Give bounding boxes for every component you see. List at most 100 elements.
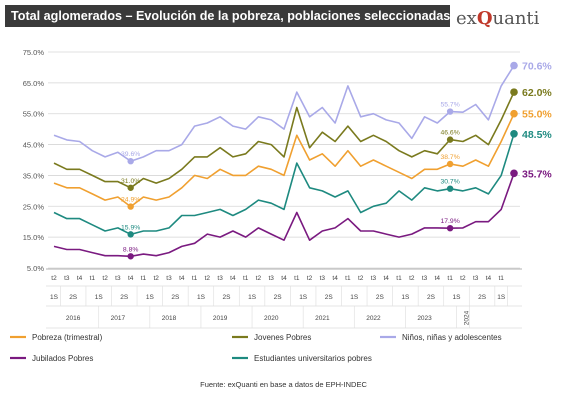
legend-label: Pobreza (trimestral) xyxy=(32,333,103,342)
data-label: 46.6% xyxy=(440,130,459,137)
data-label: 38.7% xyxy=(440,154,459,161)
end-point-marker xyxy=(510,169,518,178)
x-tick-year: 2023 xyxy=(417,315,432,322)
x-tick-quarter: t3 xyxy=(371,275,377,282)
x-tick-quarter: t2 xyxy=(102,275,108,282)
x-tick-quarter: t1 xyxy=(345,275,351,282)
legend-label: Jubilados Pobres xyxy=(32,354,93,363)
legend-label: Niños, niñas y adolescentes xyxy=(402,333,502,342)
end-value-label: 62.0% xyxy=(522,87,552,99)
x-tick-quarter: t4 xyxy=(77,275,83,282)
x-tick-semester: 2S xyxy=(171,294,180,301)
x-tick-quarter: t2 xyxy=(205,275,211,282)
data-point-marker xyxy=(127,203,134,210)
y-tick-label: 65.0% xyxy=(23,79,45,88)
x-tick-semester: 1S xyxy=(146,294,155,301)
x-tick-quarter: t4 xyxy=(128,275,134,282)
x-tick-quarter: t3 xyxy=(269,275,275,282)
x-tick-semester: 1S xyxy=(248,294,257,301)
legend-label: Jovenes Pobres xyxy=(254,333,311,342)
data-point-marker xyxy=(127,231,134,238)
x-tick-semester: 1S xyxy=(401,294,410,301)
end-value-label: 55.0% xyxy=(522,109,552,121)
data-label: 31.0% xyxy=(121,178,140,185)
y-tick-label: 75.0% xyxy=(23,48,45,57)
x-tick-quarter: t4 xyxy=(230,275,236,282)
x-tick-quarter: t3 xyxy=(115,275,121,282)
data-point-marker xyxy=(127,253,134,260)
x-tick-semester: 1S xyxy=(197,294,206,301)
x-tick-quarter: t3 xyxy=(64,275,70,282)
x-tick-semester: 1S xyxy=(50,294,59,301)
source-note: Fuente: exQuanti en base a datos de EPH-… xyxy=(200,380,367,389)
data-point-marker xyxy=(127,184,134,191)
logo-prefix: ex xyxy=(456,8,477,29)
x-tick-semester: 2S xyxy=(478,294,487,301)
x-tick-quarter: t2 xyxy=(154,275,160,282)
x-tick-year: 2020 xyxy=(264,315,279,322)
x-tick-year: 2024 xyxy=(464,310,471,325)
data-point-marker xyxy=(446,185,454,192)
end-point-marker xyxy=(510,61,518,70)
x-tick-quarter: t2 xyxy=(460,275,466,282)
y-tick-label: 55.0% xyxy=(23,110,45,119)
y-tick-label: 45.0% xyxy=(23,141,45,150)
y-tick-label: 15.0% xyxy=(23,233,45,242)
x-tick-quarter: t3 xyxy=(422,275,428,282)
x-tick-semester: 1S xyxy=(95,294,104,301)
x-tick-quarter: t2 xyxy=(358,275,364,282)
end-value-label: 35.7% xyxy=(522,168,552,180)
data-point-marker xyxy=(446,224,454,232)
data-label: 24.9% xyxy=(121,197,140,204)
x-tick-semester: 2S xyxy=(325,294,334,301)
end-point-marker xyxy=(510,109,518,118)
x-tick-quarter: t4 xyxy=(384,275,390,282)
x-tick-quarter: t4 xyxy=(435,275,441,282)
x-tick-year: 2021 xyxy=(315,315,330,322)
x-tick-year: 2018 xyxy=(162,315,177,322)
x-tick-quarter: t1 xyxy=(447,275,453,282)
x-tick-semester: 2S xyxy=(69,294,78,301)
data-label: 17.9% xyxy=(440,218,459,225)
data-point-marker xyxy=(446,108,454,115)
x-tick-quarter: t4 xyxy=(486,275,492,282)
x-tick-semester: 2S xyxy=(223,294,232,301)
x-tick-semester: 2S xyxy=(274,294,283,301)
x-tick-quarter: t2 xyxy=(51,275,57,282)
series-line xyxy=(53,173,515,258)
x-tick-quarter: t2 xyxy=(256,275,262,282)
end-value-label: 70.6% xyxy=(522,61,552,73)
x-tick-quarter: t3 xyxy=(166,275,172,282)
y-tick-label: 35.0% xyxy=(23,171,45,180)
x-tick-quarter: t3 xyxy=(217,275,223,282)
data-label: 15.9% xyxy=(121,224,140,231)
x-tick-semester: 1S xyxy=(299,294,308,301)
x-tick-semester: 2S xyxy=(376,294,385,301)
y-tick-label: 25.0% xyxy=(23,202,45,211)
x-tick-quarter: t1 xyxy=(499,275,505,282)
x-tick-year: 2019 xyxy=(213,315,228,322)
end-point-marker xyxy=(510,129,518,138)
x-tick-quarter: t1 xyxy=(90,275,96,282)
x-tick-quarter: t2 xyxy=(409,275,415,282)
end-value-label: 48.5% xyxy=(522,129,552,141)
x-tick-year: 2022 xyxy=(366,315,381,322)
x-tick-quarter: t4 xyxy=(281,275,287,282)
logo-accent: Q xyxy=(476,8,493,29)
legend-label: Estudiantes universitarios pobres xyxy=(254,354,372,363)
data-label: 55.7% xyxy=(440,102,459,109)
x-tick-quarter: t1 xyxy=(141,275,147,282)
x-tick-semester: 1S xyxy=(497,294,506,301)
x-tick-quarter: t3 xyxy=(473,275,479,282)
x-tick-year: 2017 xyxy=(111,315,126,322)
data-point-marker xyxy=(127,158,134,165)
end-point-marker xyxy=(510,88,518,96)
x-tick-semester: 2S xyxy=(120,294,129,301)
chart-title: Total aglomerados – Evolución de la pobr… xyxy=(5,5,450,27)
brand-logo: exQuanti xyxy=(456,8,539,29)
x-tick-semester: 1S xyxy=(350,294,359,301)
x-tick-year: 2016 xyxy=(66,315,81,322)
x-tick-quarter: t4 xyxy=(332,275,338,282)
